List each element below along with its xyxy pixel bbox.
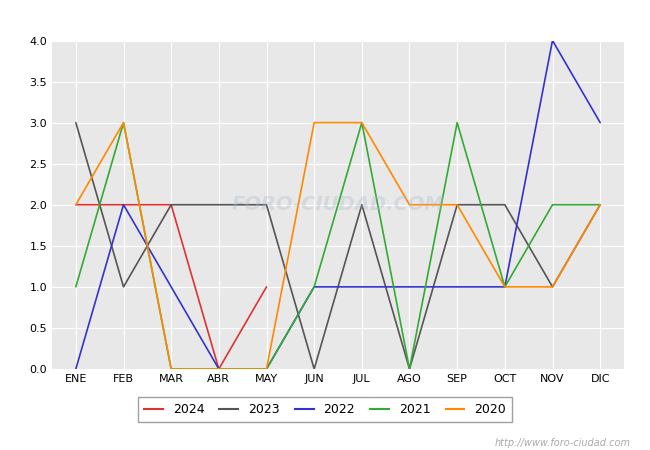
2022 [406, 284, 413, 290]
2021 [501, 284, 509, 290]
Text: http://www.foro-ciudad.com: http://www.foro-ciudad.com [495, 438, 630, 448]
2023 [358, 202, 366, 207]
2021 [72, 284, 80, 290]
2022 [120, 202, 127, 207]
2021 [215, 366, 223, 372]
2024 [120, 202, 127, 207]
2022 [358, 284, 366, 290]
2020 [72, 202, 80, 207]
2021 [406, 366, 413, 372]
Text: FORO-CIUDAD.COM: FORO-CIUDAD.COM [231, 195, 445, 214]
2022 [501, 284, 509, 290]
2024 [215, 366, 223, 372]
2022 [596, 120, 604, 126]
2020 [406, 202, 413, 207]
2020 [215, 366, 223, 372]
2022 [263, 366, 270, 372]
2024 [72, 202, 80, 207]
Line: 2023: 2023 [76, 123, 600, 369]
2020 [167, 366, 175, 372]
2020 [501, 284, 509, 290]
2020 [453, 202, 461, 207]
2021 [310, 284, 318, 290]
2020 [549, 284, 556, 290]
Line: 2022: 2022 [76, 40, 600, 369]
2021 [263, 366, 270, 372]
2023 [453, 202, 461, 207]
2023 [310, 366, 318, 372]
2022 [72, 366, 80, 372]
2022 [215, 366, 223, 372]
2020 [310, 120, 318, 126]
2021 [453, 120, 461, 126]
2023 [72, 120, 80, 126]
2020 [596, 202, 604, 207]
Text: Matriculaciones de Vehiculos en La Riba: Matriculaciones de Vehiculos en La Riba [172, 8, 478, 23]
2023 [596, 202, 604, 207]
Line: 2021: 2021 [76, 123, 600, 369]
2021 [358, 120, 366, 126]
2023 [167, 202, 175, 207]
2022 [310, 284, 318, 290]
2022 [167, 284, 175, 290]
2020 [120, 120, 127, 126]
2022 [453, 284, 461, 290]
2024 [167, 202, 175, 207]
2020 [263, 366, 270, 372]
Line: 2020: 2020 [76, 123, 600, 369]
2021 [596, 202, 604, 207]
2023 [549, 284, 556, 290]
2023 [215, 202, 223, 207]
2023 [263, 202, 270, 207]
2023 [406, 366, 413, 372]
2023 [501, 202, 509, 207]
2021 [120, 120, 127, 126]
2021 [167, 366, 175, 372]
2022 [549, 38, 556, 43]
2023 [120, 284, 127, 290]
Line: 2024: 2024 [76, 205, 266, 369]
Legend: 2024, 2023, 2022, 2021, 2020: 2024, 2023, 2022, 2021, 2020 [138, 397, 512, 422]
2021 [549, 202, 556, 207]
2020 [358, 120, 366, 126]
2024 [263, 284, 270, 290]
